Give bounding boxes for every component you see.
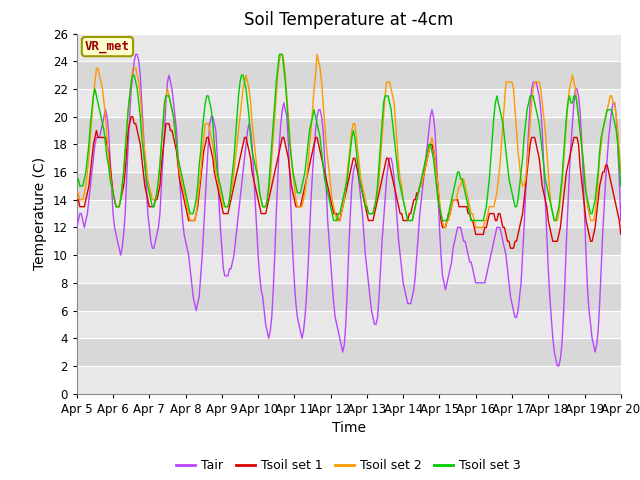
Bar (77, 172, 621, 200)
Title: Soil Temperature at -4cm: Soil Temperature at -4cm (244, 11, 454, 29)
Y-axis label: Temperature (C): Temperature (C) (33, 157, 47, 270)
Bar (77, 144, 621, 172)
Bar (77, 311, 621, 338)
Bar (77, 228, 621, 255)
Bar (77, 200, 621, 228)
Bar (77, 366, 621, 394)
Bar (77, 338, 621, 366)
X-axis label: Time: Time (332, 421, 366, 435)
Bar (77, 255, 621, 283)
Bar (77, 283, 621, 311)
Legend: Tair, Tsoil set 1, Tsoil set 2, Tsoil set 3: Tair, Tsoil set 1, Tsoil set 2, Tsoil se… (172, 455, 526, 477)
Bar (77, 61, 621, 89)
Text: VR_met: VR_met (85, 40, 130, 53)
Bar (77, 117, 621, 144)
Bar (77, 34, 621, 61)
Bar (77, 89, 621, 117)
